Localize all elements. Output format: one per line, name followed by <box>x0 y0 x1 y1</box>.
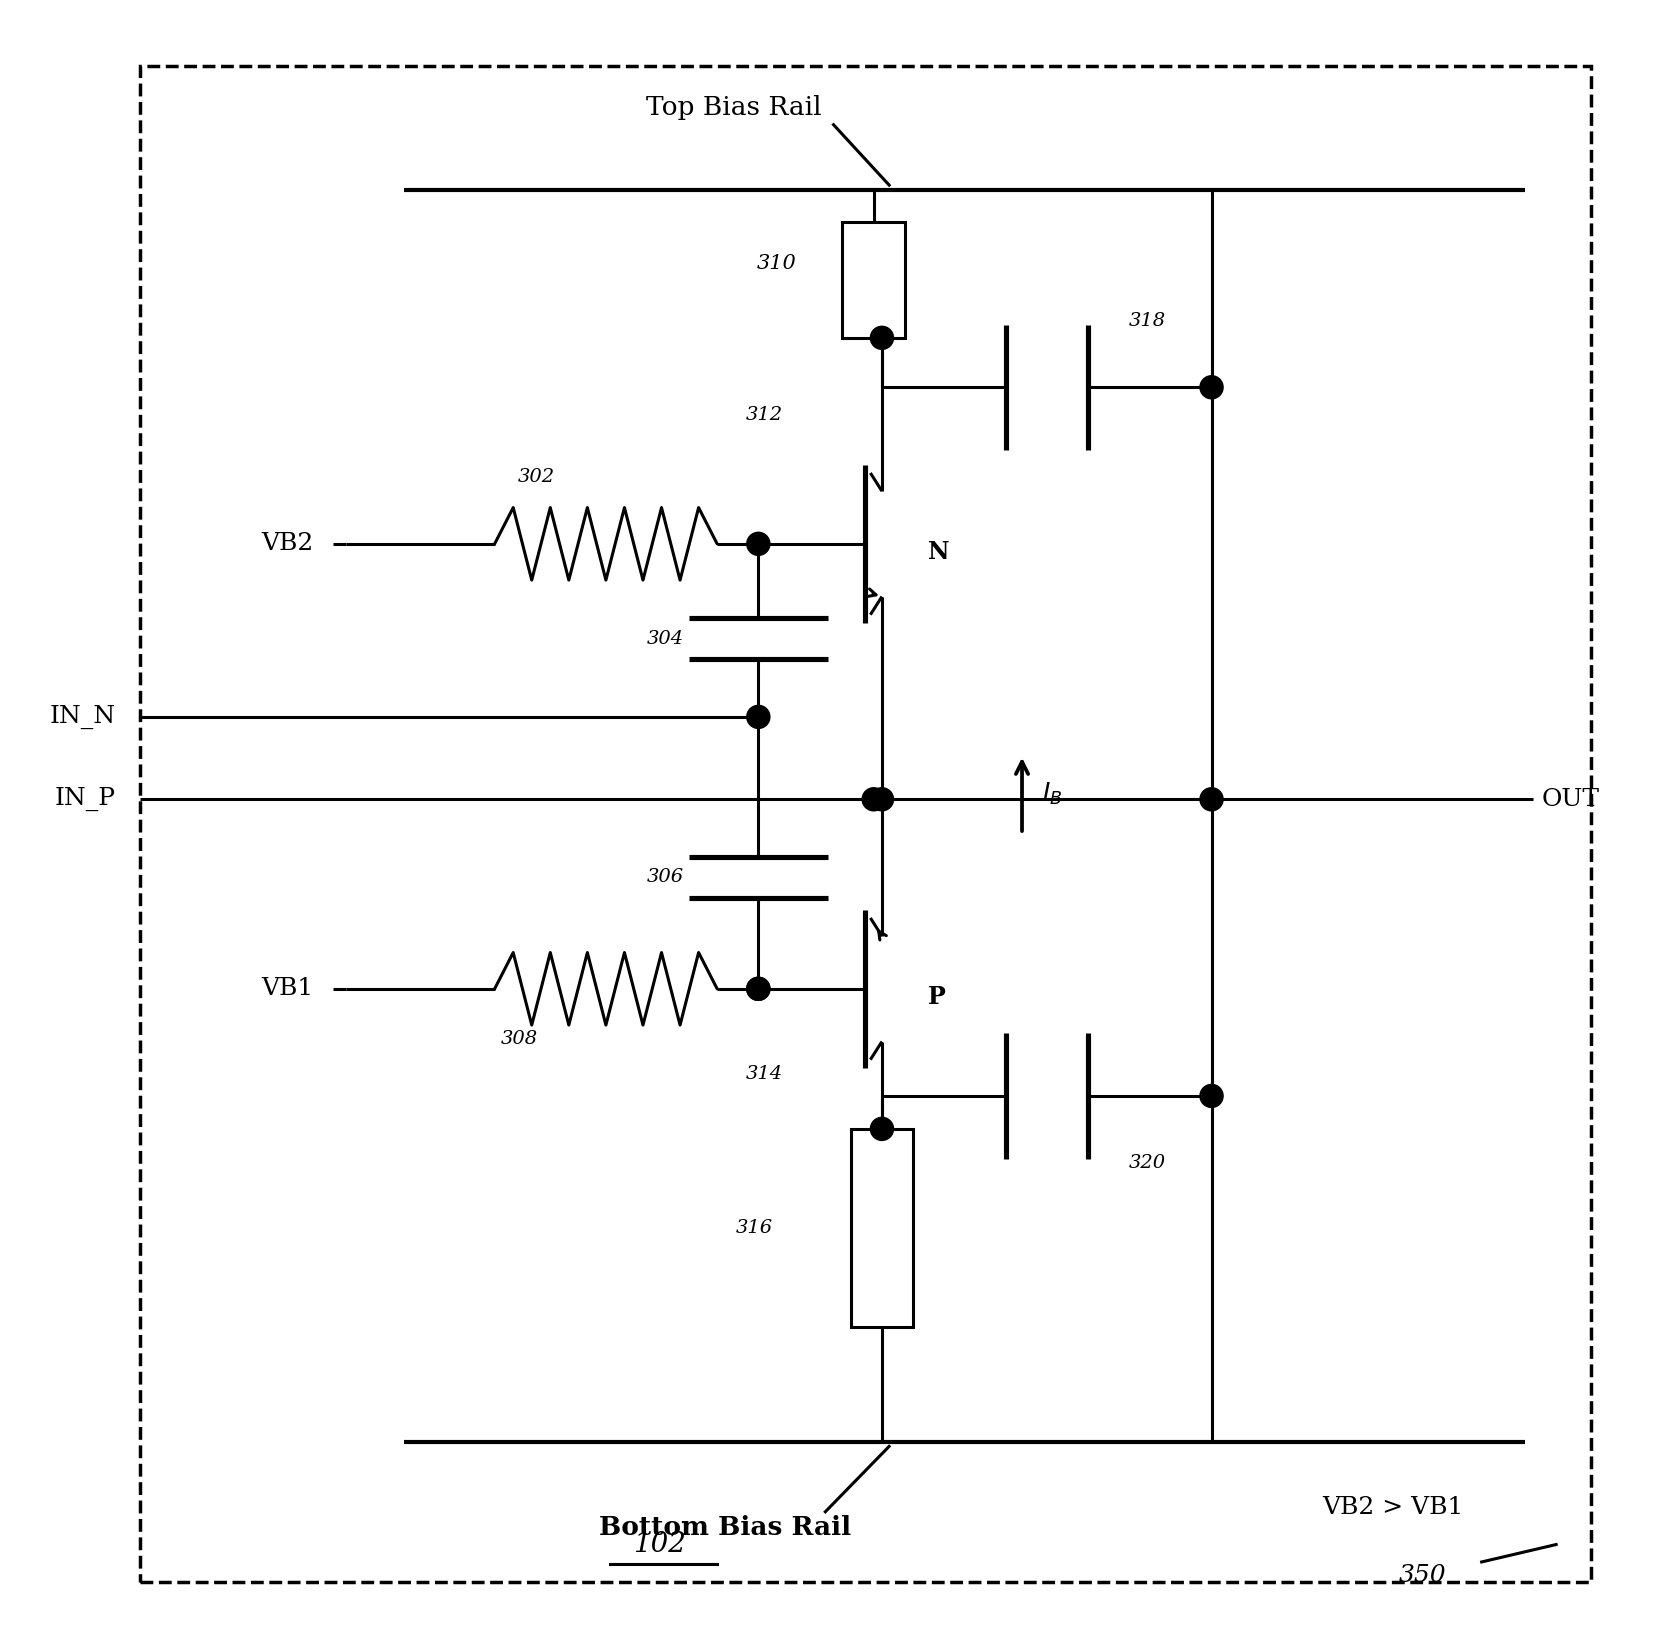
Text: 304: 304 <box>647 631 684 648</box>
Bar <box>842 222 905 338</box>
Circle shape <box>862 788 885 811</box>
Text: 316: 316 <box>735 1220 772 1236</box>
Text: 320: 320 <box>1128 1154 1165 1172</box>
Text: 308: 308 <box>501 1030 537 1048</box>
Text: 312: 312 <box>745 407 782 424</box>
Circle shape <box>870 1117 894 1140</box>
Text: $I_B$: $I_B$ <box>1042 781 1062 808</box>
Circle shape <box>870 326 894 349</box>
Text: 318: 318 <box>1128 311 1165 330</box>
Circle shape <box>1200 1084 1223 1107</box>
Bar <box>850 1129 912 1327</box>
Text: IN_P: IN_P <box>55 788 115 811</box>
Circle shape <box>747 705 769 728</box>
Text: 102: 102 <box>632 1531 686 1557</box>
Text: 350: 350 <box>1398 1564 1446 1587</box>
Text: 306: 306 <box>647 868 684 885</box>
Text: N: N <box>927 541 948 564</box>
Circle shape <box>1200 376 1223 399</box>
Text: 302: 302 <box>518 468 554 486</box>
Text: 310: 310 <box>755 254 795 274</box>
Text: VB2 > VB1: VB2 > VB1 <box>1321 1496 1463 1519</box>
Text: P: P <box>927 986 945 1009</box>
Text: IN_N: IN_N <box>50 705 115 728</box>
Circle shape <box>747 532 769 555</box>
Text: OUT: OUT <box>1541 788 1597 811</box>
Circle shape <box>1200 788 1223 811</box>
Circle shape <box>747 977 769 1000</box>
Text: 314: 314 <box>745 1066 782 1083</box>
Text: Top Bias Rail: Top Bias Rail <box>646 94 820 120</box>
Circle shape <box>870 788 894 811</box>
Text: VB1: VB1 <box>261 977 313 1000</box>
Text: VB2: VB2 <box>261 532 313 555</box>
Text: Bottom Bias Rail: Bottom Bias Rail <box>599 1515 850 1541</box>
Circle shape <box>747 977 769 1000</box>
